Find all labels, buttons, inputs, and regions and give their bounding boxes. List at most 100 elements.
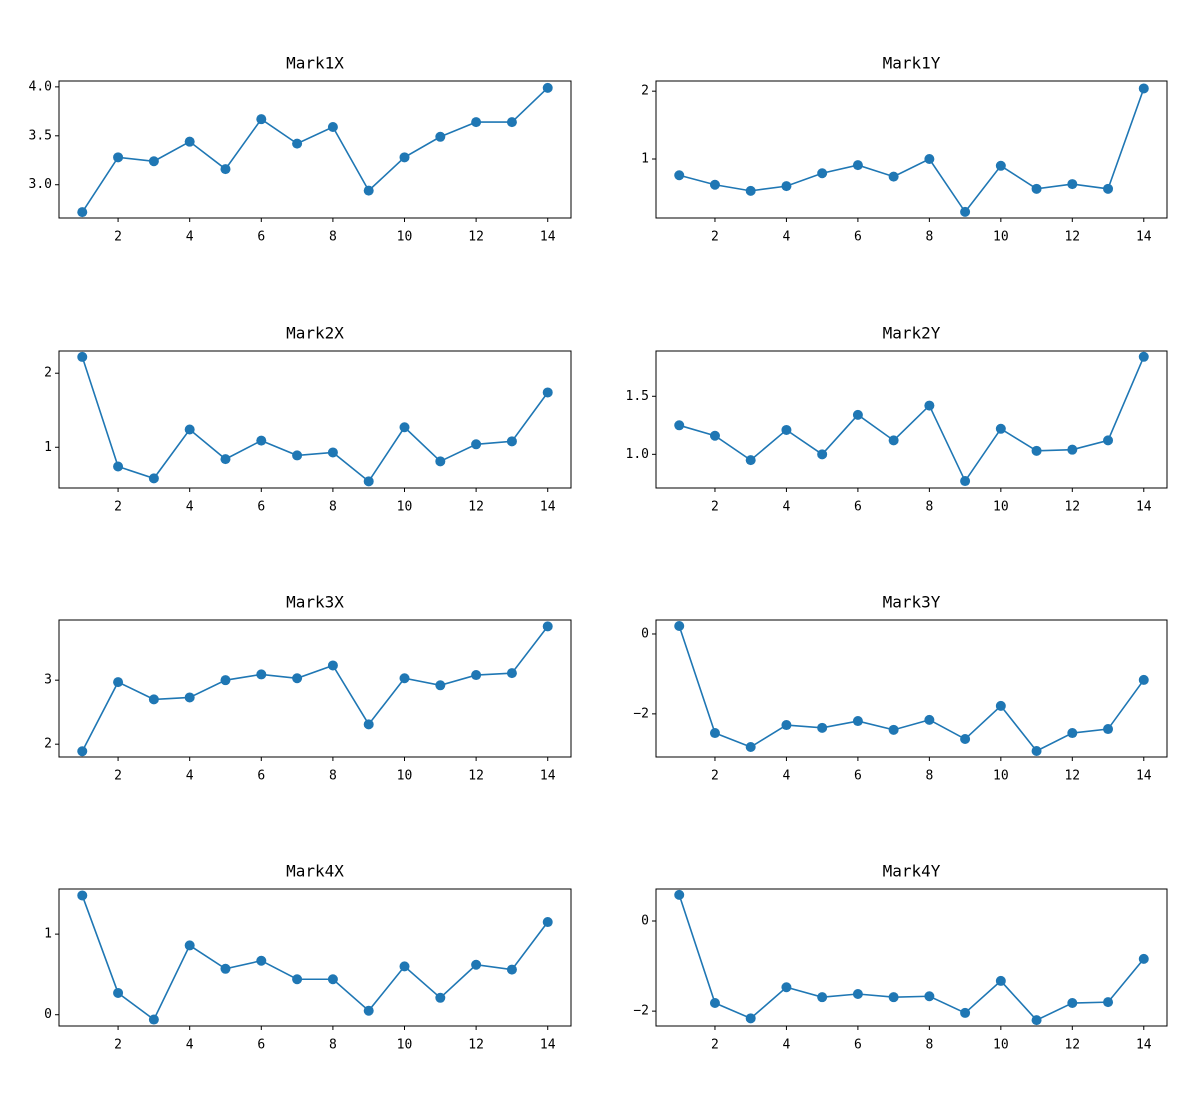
data-point	[924, 153, 935, 164]
x-tick-label: 14	[540, 1038, 556, 1053]
data-point	[327, 660, 338, 671]
data-point	[1138, 83, 1149, 94]
data-line	[678, 625, 1145, 753]
axes-frame	[58, 350, 572, 489]
data-point	[542, 387, 553, 398]
axes-frame	[655, 350, 1168, 489]
axes-frame	[58, 80, 572, 219]
x-tick-label: 2	[114, 769, 122, 784]
axes-frame	[655, 80, 1168, 219]
data-point	[817, 449, 828, 460]
x-tick-label: 6	[257, 500, 265, 515]
data-line	[679, 88, 1145, 214]
x-tick-label: 12	[1064, 769, 1080, 784]
x-tick-label: 6	[257, 769, 265, 784]
data-point	[363, 1005, 374, 1016]
data-point	[256, 435, 267, 446]
data-point	[220, 454, 231, 465]
x-tick-label: 2	[711, 1038, 719, 1053]
data-point	[674, 420, 685, 431]
x-tick-label: 14	[1136, 1038, 1152, 1053]
data-point	[1031, 1015, 1042, 1026]
x-tick-label: 12	[1064, 1038, 1080, 1053]
x-tick-label: 8	[329, 1038, 337, 1053]
data-point	[674, 889, 685, 900]
data-point	[781, 424, 792, 435]
y-tick-label: 1	[44, 927, 52, 942]
data-point	[924, 714, 935, 725]
x-tick-label: 14	[1136, 769, 1152, 784]
data-point	[399, 422, 410, 433]
title: Mark2Y	[883, 324, 941, 343]
x-tick-label: 2	[114, 230, 122, 245]
data-point	[745, 455, 756, 466]
x-tick-label: 2	[114, 1038, 122, 1053]
x-tick-label: 10	[993, 1038, 1009, 1053]
y-tick-label: 2	[641, 84, 649, 99]
title: Mark4Y	[883, 862, 941, 881]
x-tick-label: 4	[186, 230, 194, 245]
x-tick-label: 2	[114, 500, 122, 515]
data-point	[113, 987, 124, 998]
data-point	[256, 669, 267, 680]
data-point	[220, 675, 231, 686]
x-tick-label: 10	[397, 1038, 413, 1053]
data-line	[81, 895, 549, 1021]
data-point	[148, 694, 159, 705]
data-point	[709, 179, 720, 190]
data-point	[852, 160, 863, 171]
x-tick-label: 4	[186, 500, 194, 515]
data-point	[292, 974, 303, 985]
x-tick-label: 6	[854, 769, 862, 784]
data-point	[363, 719, 374, 730]
data-point	[960, 476, 971, 487]
x-tick-label: 12	[1064, 500, 1080, 515]
x-tick-label: 6	[854, 230, 862, 245]
x-tick-label: 4	[783, 500, 791, 515]
x-tick-label: 14	[540, 230, 556, 245]
data-point	[506, 436, 517, 447]
y-tick-label: 0	[641, 913, 649, 928]
data-point	[363, 185, 374, 196]
x-tick-label: 8	[329, 769, 337, 784]
y-tick-label: 0	[641, 626, 649, 641]
data-point	[292, 673, 303, 684]
data-point	[745, 1013, 756, 1024]
data-point	[184, 424, 195, 435]
title: Mark3Y	[883, 593, 941, 612]
data-point	[327, 974, 338, 985]
data-point	[1138, 674, 1149, 685]
axes-frame	[58, 888, 572, 1027]
y-tick-label: 3.0	[29, 177, 52, 192]
data-point	[148, 1014, 159, 1025]
data-point	[506, 117, 517, 128]
data-point	[1067, 728, 1078, 739]
x-tick-label: 8	[925, 500, 933, 515]
data-point	[77, 746, 88, 757]
data-point	[1103, 997, 1114, 1008]
data-point	[745, 185, 756, 196]
x-tick-label: 4	[783, 769, 791, 784]
data-point	[113, 461, 124, 472]
data-line	[678, 894, 1145, 1022]
data-point	[817, 168, 828, 179]
data-point	[995, 975, 1006, 986]
data-point	[435, 680, 446, 691]
data-point	[148, 156, 159, 167]
data-point	[709, 998, 720, 1009]
data-point	[745, 742, 756, 753]
data-point	[399, 961, 410, 972]
data-point	[817, 722, 828, 733]
y-tick-label: 3	[44, 673, 52, 688]
data-point	[363, 476, 374, 487]
x-tick-label: 4	[186, 769, 194, 784]
data-point	[1031, 183, 1042, 194]
data-point	[888, 992, 899, 1003]
x-tick-label: 10	[993, 230, 1009, 245]
x-tick-label: 4	[783, 1038, 791, 1053]
data-point	[542, 917, 553, 928]
data-point	[471, 117, 482, 128]
x-tick-label: 6	[854, 500, 862, 515]
data-point	[327, 121, 338, 132]
